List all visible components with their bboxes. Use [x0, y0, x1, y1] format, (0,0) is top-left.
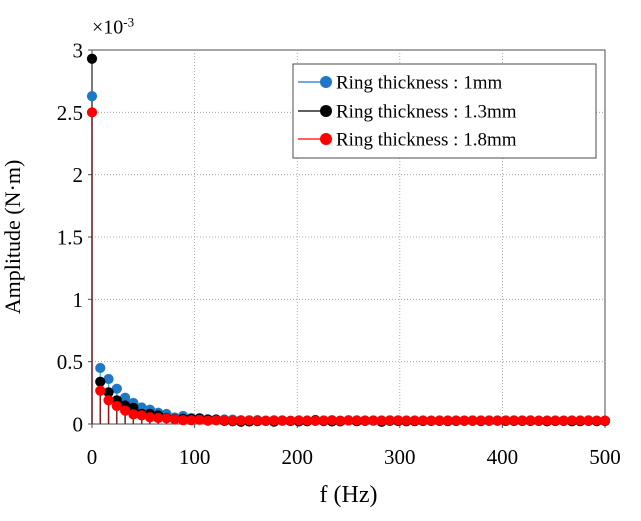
svg-text:2: 2 — [73, 163, 84, 187]
svg-text:Amplitude (N·m): Amplitude (N·m) — [0, 160, 25, 315]
svg-text:Ring thickness : 1.8mm: Ring thickness : 1.8mm — [336, 130, 517, 151]
svg-text:500: 500 — [589, 445, 621, 469]
svg-text:0.5: 0.5 — [57, 350, 83, 374]
svg-text:100: 100 — [179, 445, 211, 469]
svg-text:×10-3: ×10-3 — [92, 14, 134, 39]
svg-text:2.5: 2.5 — [57, 101, 83, 125]
svg-text:Ring thickness : 1mm: Ring thickness : 1mm — [336, 73, 502, 94]
svg-text:0: 0 — [87, 445, 98, 469]
svg-text:300: 300 — [384, 445, 416, 469]
svg-text:1: 1 — [73, 288, 84, 312]
svg-text:1.5: 1.5 — [57, 226, 83, 250]
svg-text:400: 400 — [487, 445, 519, 469]
svg-text:0: 0 — [73, 413, 84, 437]
svg-text:200: 200 — [281, 445, 313, 469]
svg-text:Ring thickness : 1.3mm: Ring thickness : 1.3mm — [336, 102, 517, 123]
svg-text:3: 3 — [73, 39, 84, 63]
svg-text:f (Hz): f (Hz) — [320, 482, 378, 508]
